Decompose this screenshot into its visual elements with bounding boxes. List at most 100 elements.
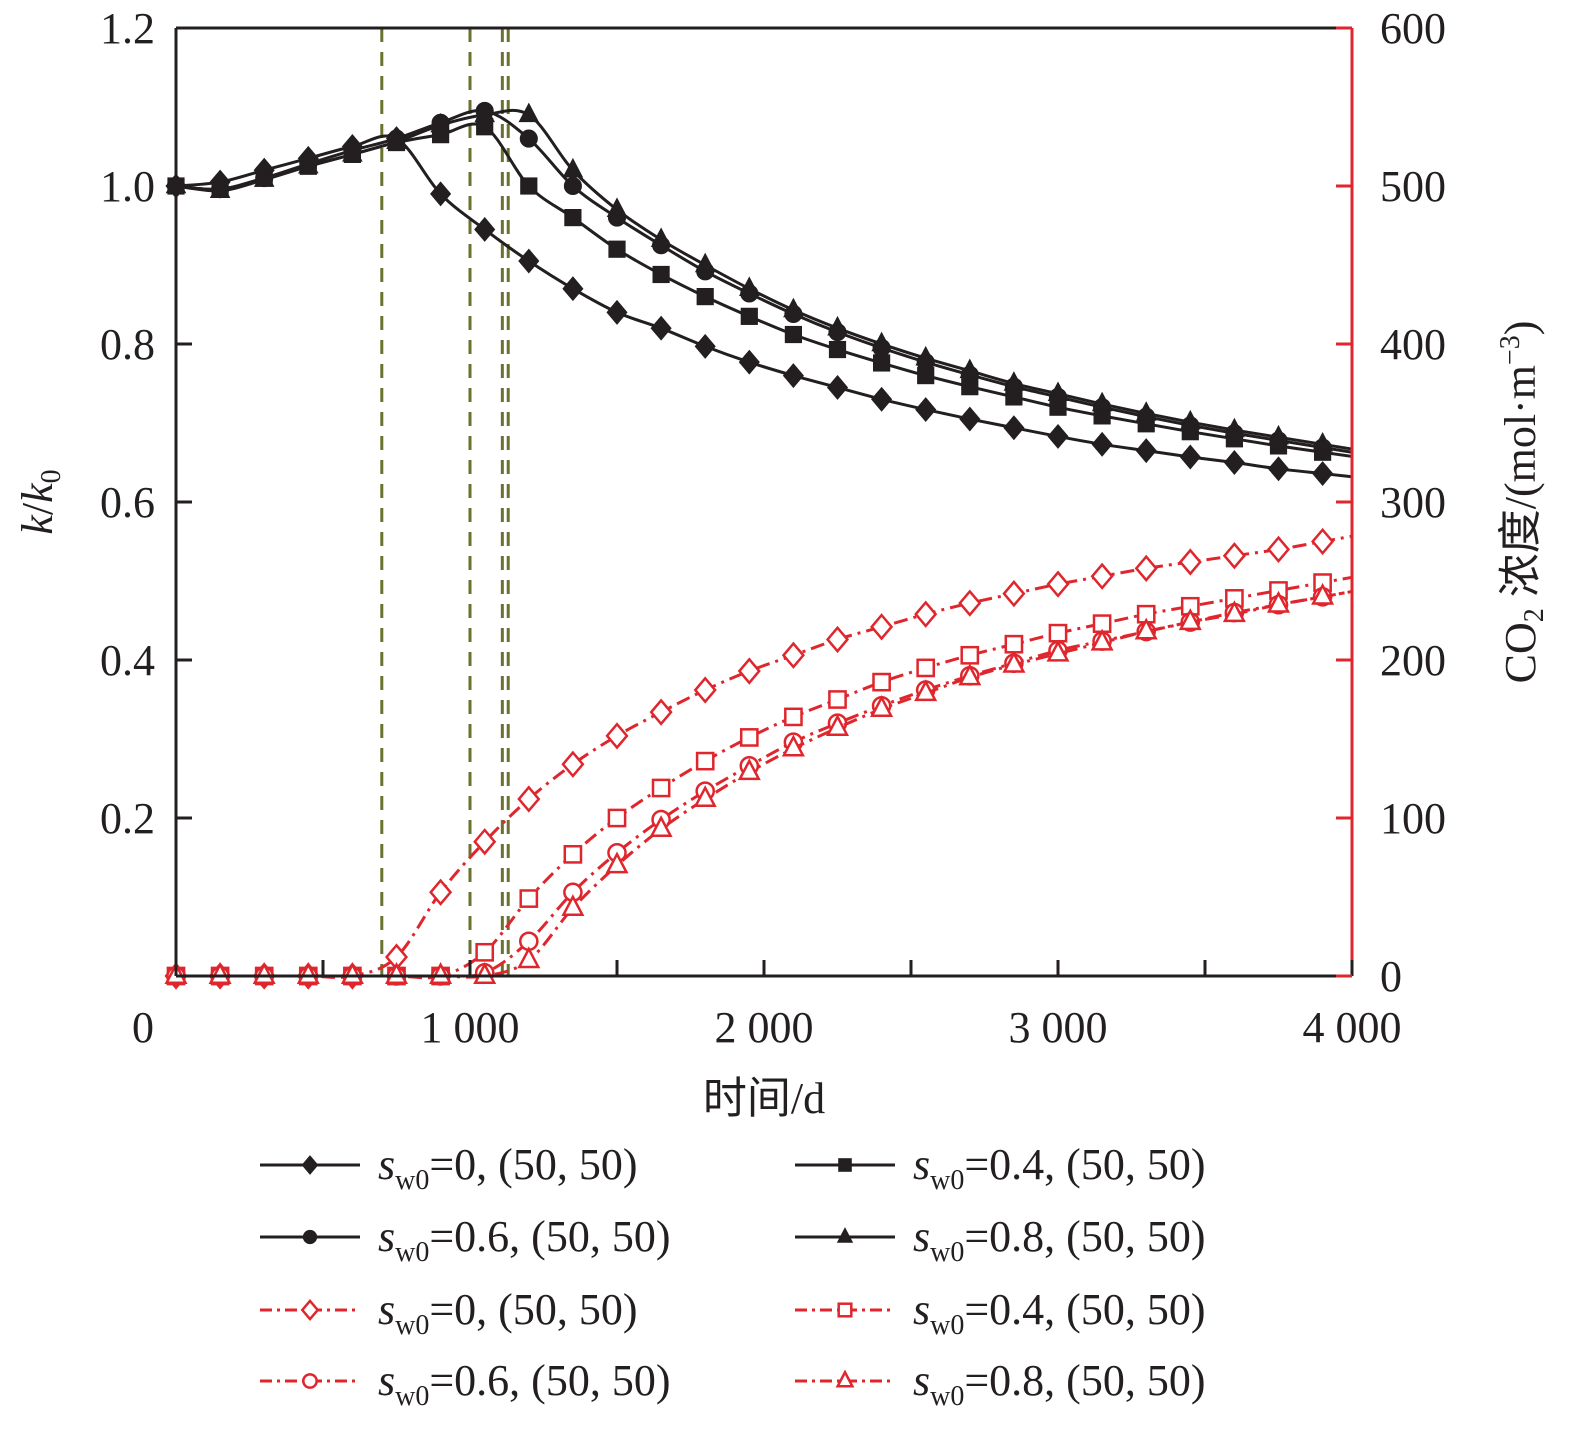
diamond-marker xyxy=(1178,548,1202,576)
diamond-marker xyxy=(301,1155,319,1175)
triangle-marker xyxy=(518,102,540,123)
legend-label: sw0=0.8, (50, 50) xyxy=(913,1356,1205,1412)
triangle-marker xyxy=(342,142,363,162)
triangle-marker xyxy=(1312,432,1333,452)
y-left-tick-label: 1.2 xyxy=(100,4,155,53)
square-marker xyxy=(837,1302,853,1318)
x-tick-label: 3 000 xyxy=(1009,1003,1108,1052)
series-1 xyxy=(167,118,1353,461)
triangle-marker xyxy=(1224,417,1245,438)
square-marker xyxy=(828,690,847,709)
triangle-marker xyxy=(253,167,275,187)
diamond-marker xyxy=(915,397,937,423)
diamond-marker xyxy=(562,276,584,302)
legend-entry: sw0=0, (50, 50) xyxy=(260,1285,637,1341)
diamond-marker xyxy=(300,1298,320,1322)
triangle-marker xyxy=(825,714,850,736)
diamond-marker xyxy=(1222,542,1246,570)
y-right-title-sub: 2 xyxy=(1519,608,1550,622)
triangle-marker xyxy=(694,252,716,273)
triangle-marker xyxy=(737,758,761,781)
diamond-marker xyxy=(1047,423,1069,449)
square-marker xyxy=(916,658,936,678)
y-left-axis-title: k/k0 xyxy=(13,469,67,534)
series-line xyxy=(175,122,1353,458)
square-marker xyxy=(872,672,891,692)
diamond-marker xyxy=(1266,535,1291,564)
y-right-title-co: CO xyxy=(1496,622,1545,683)
triangle-marker xyxy=(1047,381,1069,402)
diamond-marker xyxy=(914,600,938,628)
x-axis-title: 时间/d xyxy=(703,1074,825,1123)
diamond-marker xyxy=(474,216,496,242)
square-marker xyxy=(1048,623,1068,643)
diamond-marker xyxy=(605,722,629,750)
triangle-marker xyxy=(871,331,892,352)
legend-label: sw0=0.6, (50, 50) xyxy=(378,1356,670,1412)
series-line xyxy=(175,108,1353,451)
svg-text:CO2 浓度/(mol·m−3): CO2 浓度/(mol·m−3) xyxy=(1495,321,1550,684)
y-right-title-sup: −3 xyxy=(1495,335,1526,365)
series-0 xyxy=(165,126,1353,487)
triangle-marker xyxy=(209,178,231,198)
triangle-marker xyxy=(606,197,628,217)
triangle-marker xyxy=(914,679,938,702)
triangle-marker xyxy=(384,962,409,984)
diamond-marker xyxy=(517,785,541,813)
square-marker xyxy=(838,1158,852,1172)
square-marker xyxy=(519,889,539,908)
triangle-marker xyxy=(739,276,760,296)
triangle-marker xyxy=(340,962,364,984)
legend-entry: sw0=0.6, (50, 50) xyxy=(260,1356,670,1412)
series-layer xyxy=(164,101,1353,990)
x-tick-label: 1 000 xyxy=(421,1003,520,1052)
diamond-marker xyxy=(1312,461,1334,487)
y-left-title-slash: / xyxy=(13,502,62,515)
diamond-marker xyxy=(959,406,981,432)
triangle-marker xyxy=(836,1227,854,1243)
legend: sw0=0, (50, 50) sw0=0.4, (50, 50) sw0=0.6,… xyxy=(260,1140,1205,1412)
y-left-title-sub: 0 xyxy=(36,469,67,483)
square-marker xyxy=(739,728,759,747)
diamond-marker xyxy=(826,374,849,400)
diamond-marker xyxy=(473,828,497,856)
diamond-marker xyxy=(870,613,894,641)
diamond-marker xyxy=(737,657,761,685)
series-line xyxy=(175,109,1353,454)
triangle-marker xyxy=(783,297,804,318)
legend-entry: sw0=0.8, (50, 50) xyxy=(795,1356,1205,1412)
y-left-title-k: k xyxy=(13,514,62,535)
legend-label: sw0=0, (50, 50) xyxy=(378,1140,637,1196)
triangle-marker xyxy=(1311,582,1335,605)
diamond-marker xyxy=(1267,456,1290,482)
triangle-marker xyxy=(298,153,319,174)
triangle-marker xyxy=(562,157,584,178)
y-right-tick-label: 100 xyxy=(1380,794,1446,843)
x-tick-label: 0 xyxy=(132,1003,154,1052)
series-line xyxy=(176,575,1353,980)
legend-entry: sw0=0.4, (50, 50) xyxy=(795,1285,1205,1341)
triangle-marker xyxy=(1178,608,1202,631)
legend-entry: sw0=0.8, (50, 50) xyxy=(795,1212,1205,1268)
y-right-tick-label: 400 xyxy=(1380,320,1446,369)
y-left-title-k0: k xyxy=(13,482,62,503)
triangle-marker xyxy=(1135,401,1157,421)
series-line xyxy=(176,590,1353,978)
y-left-tick-label: 0.6 xyxy=(100,478,155,527)
y-right-title-close: ) xyxy=(1496,321,1545,336)
triangle-marker xyxy=(649,815,673,838)
triangle-marker xyxy=(1090,628,1114,651)
diamond-marker xyxy=(1090,562,1114,590)
legend-label: sw0=0, (50, 50) xyxy=(378,1285,637,1341)
series-7 xyxy=(164,582,1353,984)
y-right-tick-label: 500 xyxy=(1380,162,1446,211)
x-tick-label: 4 000 xyxy=(1303,1003,1402,1052)
circle-marker xyxy=(302,1229,318,1245)
triangle-marker xyxy=(1003,371,1025,391)
diamond-marker xyxy=(1179,444,1201,470)
circle-marker xyxy=(563,176,582,196)
triangle-marker xyxy=(827,315,848,336)
diamond-marker xyxy=(1223,450,1245,475)
triangle-marker xyxy=(252,962,276,984)
